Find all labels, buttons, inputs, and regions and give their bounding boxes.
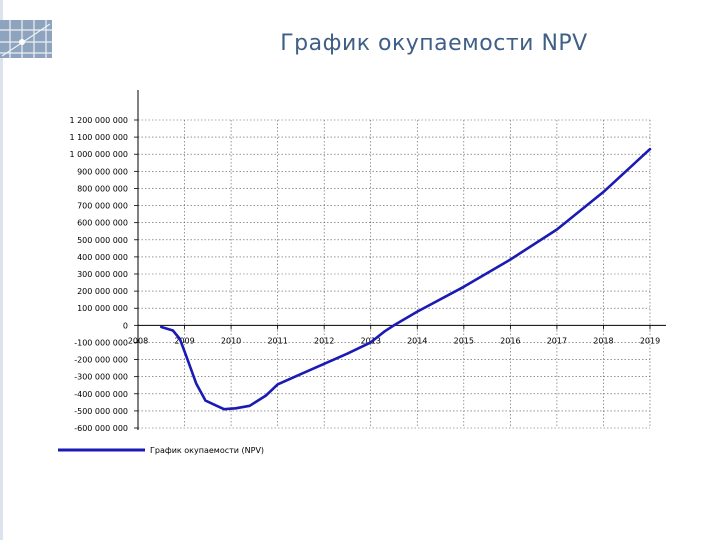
y-tick-label: 1 100 000 000 — [69, 133, 128, 142]
x-tick-label: 2019 — [640, 336, 660, 345]
y-tick-label: 1 200 000 000 — [69, 116, 128, 125]
y-tick-label: 200 000 000 — [77, 287, 128, 296]
data-point — [509, 258, 512, 261]
chart-legend: График окупаемости (NPV) — [58, 446, 264, 455]
x-tick-label: 2010 — [221, 336, 241, 345]
y-tick-label: 600 000 000 — [77, 219, 128, 228]
y-tick-label: 1 000 000 000 — [69, 150, 128, 159]
data-point — [556, 228, 558, 231]
legend-label: График окупаемости (NPV) — [150, 446, 264, 455]
data-point — [369, 341, 372, 344]
data-point — [462, 285, 465, 288]
y-tick-label: 0 — [123, 321, 128, 330]
data-point — [172, 329, 174, 332]
data-point — [234, 407, 237, 410]
data-point — [346, 352, 349, 355]
data-point — [223, 408, 226, 411]
y-tick-label: -100 000 000 — [74, 338, 128, 347]
data-point — [265, 394, 267, 397]
y-tick-label: -300 000 000 — [74, 373, 128, 382]
data-point — [213, 404, 216, 406]
chart-axes — [134, 90, 666, 430]
data-point — [383, 330, 386, 333]
y-tick-label: 100 000 000 — [77, 304, 128, 313]
y-tick-label: 400 000 000 — [77, 253, 128, 262]
data-point — [323, 362, 326, 365]
chart-series — [160, 147, 652, 411]
company-logo-icon — [0, 20, 52, 58]
x-tick-label: 2016 — [500, 336, 520, 345]
data-point — [204, 399, 207, 402]
data-point — [248, 404, 251, 407]
data-point — [276, 383, 279, 386]
y-tick-label: 500 000 000 — [77, 236, 128, 245]
x-tick-label: 2017 — [547, 336, 567, 345]
x-tick-label: 2012 — [314, 336, 334, 345]
x-tick-label: 2018 — [593, 336, 613, 345]
data-point — [178, 338, 181, 340]
data-point — [393, 324, 395, 327]
data-point — [300, 373, 302, 375]
y-tick-label: -400 000 000 — [74, 390, 128, 399]
chart-gridlines — [138, 119, 651, 429]
slide-left-border — [0, 0, 3, 540]
data-point — [195, 382, 198, 385]
y-tick-label: 700 000 000 — [77, 202, 128, 211]
page-title: График окупаемости NPV — [280, 31, 588, 56]
data-point — [649, 148, 651, 150]
x-tick-label: 2011 — [267, 336, 287, 345]
data-point — [185, 356, 188, 359]
data-point — [416, 310, 419, 313]
x-tick-label: 2008 — [128, 336, 148, 345]
x-axis-tick-labels: 2008 2009 2010 2011 2012 2013 2014 2015 2016 2017… — [128, 336, 660, 345]
x-tick-label: 2015 — [454, 336, 474, 345]
y-tick-label: 800 000 000 — [77, 184, 128, 193]
y-axis-tick-labels: 1 200 000 000 1 100 000 000 1 000 000 000 9… — [69, 116, 128, 433]
y-tick-label: 900 000 000 — [77, 167, 128, 176]
x-tick-label: 2009 — [174, 336, 194, 345]
y-tick-label: -500 000 000 — [74, 407, 128, 416]
x-tick-label: 2014 — [407, 336, 427, 345]
data-point — [160, 326, 163, 328]
y-tick-label: -200 000 000 — [74, 356, 128, 365]
y-tick-label: -600 000 000 — [74, 424, 128, 433]
series-line-npv — [160, 147, 652, 411]
y-tick-label: 300 000 000 — [77, 270, 128, 279]
data-point — [602, 190, 605, 193]
